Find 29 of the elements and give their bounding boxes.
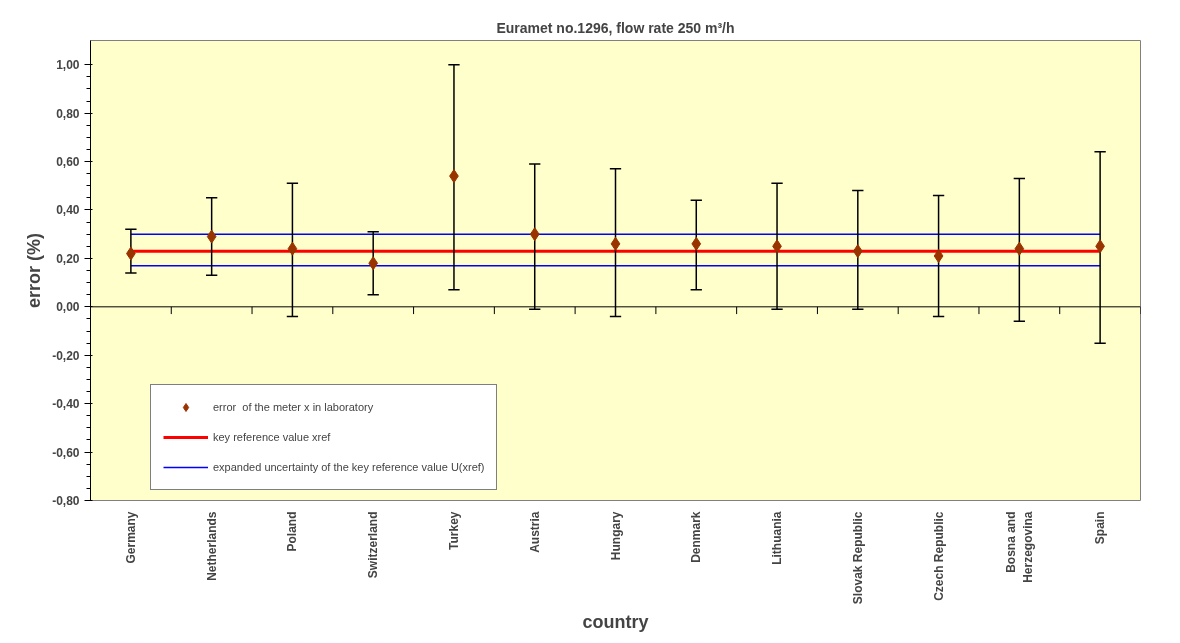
y-tick-label: 1,00 bbox=[56, 58, 80, 73]
x-tick-label: Germany bbox=[123, 511, 138, 564]
x-axis-title: country bbox=[582, 612, 649, 633]
x-tick-label: Denmark bbox=[689, 511, 704, 563]
x-tick-label: Czech Republic bbox=[931, 511, 946, 601]
y-tick-label: 0,20 bbox=[56, 251, 80, 266]
y-tick-label: 0,60 bbox=[56, 155, 80, 170]
x-tick-label: Slovak Republic bbox=[850, 511, 865, 605]
y-tick-label: -0,40 bbox=[52, 397, 80, 412]
legend-label: expanded uncertainty of the key reference value U(xref) bbox=[213, 461, 485, 473]
y-tick-label: 0,40 bbox=[56, 203, 80, 218]
y-tick-label: -0,60 bbox=[52, 445, 80, 460]
x-tick-label: Austria bbox=[527, 511, 542, 553]
y-tick-label: -0,20 bbox=[52, 348, 80, 363]
y-tick-label: 0,80 bbox=[56, 106, 80, 121]
y-tick-label: 0,00 bbox=[56, 300, 80, 315]
x-tick-label: Bosna and Herzegovina bbox=[1003, 511, 1035, 583]
x-tick-label: Spain bbox=[1093, 511, 1108, 545]
x-tick-label: Hungary bbox=[608, 511, 623, 561]
x-tick-label: Poland bbox=[285, 511, 300, 552]
x-tick-label: Switzerland bbox=[366, 511, 381, 579]
x-tick-label: Lithuania bbox=[770, 511, 785, 565]
x-tick-label: Netherlands bbox=[204, 511, 219, 581]
chart-title: Euramet no.1296, flow rate 250 m³/h bbox=[496, 19, 735, 36]
legend-label: error of the meter x in laboratory bbox=[213, 401, 374, 413]
y-tick-label: -0,80 bbox=[52, 494, 80, 508]
legend-label: key reference value xref bbox=[213, 431, 331, 443]
y-axis-title: error (%) bbox=[24, 232, 45, 309]
x-tick-label: Turkey bbox=[446, 511, 461, 550]
